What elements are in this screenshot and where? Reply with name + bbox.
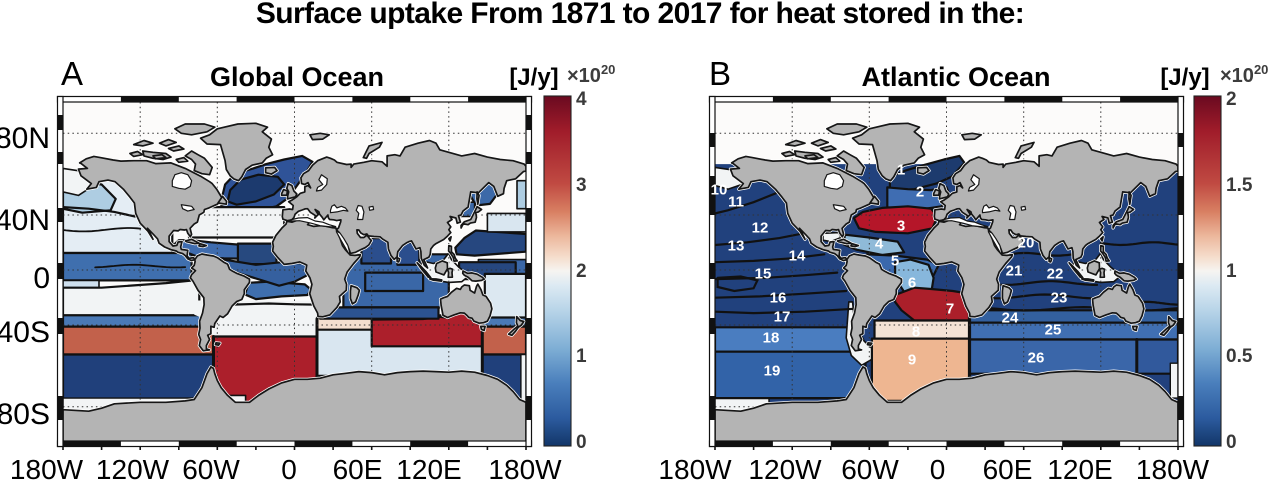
svg-text:7: 7 <box>946 301 954 318</box>
svg-text:25: 25 <box>1045 322 1062 339</box>
svg-text:19: 19 <box>764 363 781 380</box>
svg-text:10: 10 <box>711 182 728 199</box>
svg-text:9: 9 <box>908 352 916 369</box>
svg-text:12: 12 <box>752 220 769 237</box>
svg-text:17: 17 <box>774 309 791 326</box>
svg-text:26: 26 <box>1028 350 1045 367</box>
svg-text:20: 20 <box>1018 235 1035 252</box>
svg-text:24: 24 <box>1002 310 1019 327</box>
svg-text:22: 22 <box>1047 266 1064 283</box>
svg-text:16: 16 <box>770 290 787 307</box>
svg-text:4: 4 <box>875 236 884 253</box>
svg-text:23: 23 <box>1051 290 1068 307</box>
svg-text:13: 13 <box>728 238 745 255</box>
svg-text:14: 14 <box>789 248 806 265</box>
svg-text:21: 21 <box>1006 263 1023 280</box>
svg-text:11: 11 <box>728 194 744 211</box>
svg-text:2: 2 <box>916 184 924 201</box>
svg-text:18: 18 <box>763 330 780 347</box>
svg-text:8: 8 <box>912 324 920 341</box>
svg-text:5: 5 <box>891 253 899 270</box>
svg-text:15: 15 <box>755 266 772 283</box>
svg-text:3: 3 <box>897 218 905 235</box>
svg-text:1: 1 <box>897 162 905 179</box>
svg-text:6: 6 <box>908 275 916 292</box>
